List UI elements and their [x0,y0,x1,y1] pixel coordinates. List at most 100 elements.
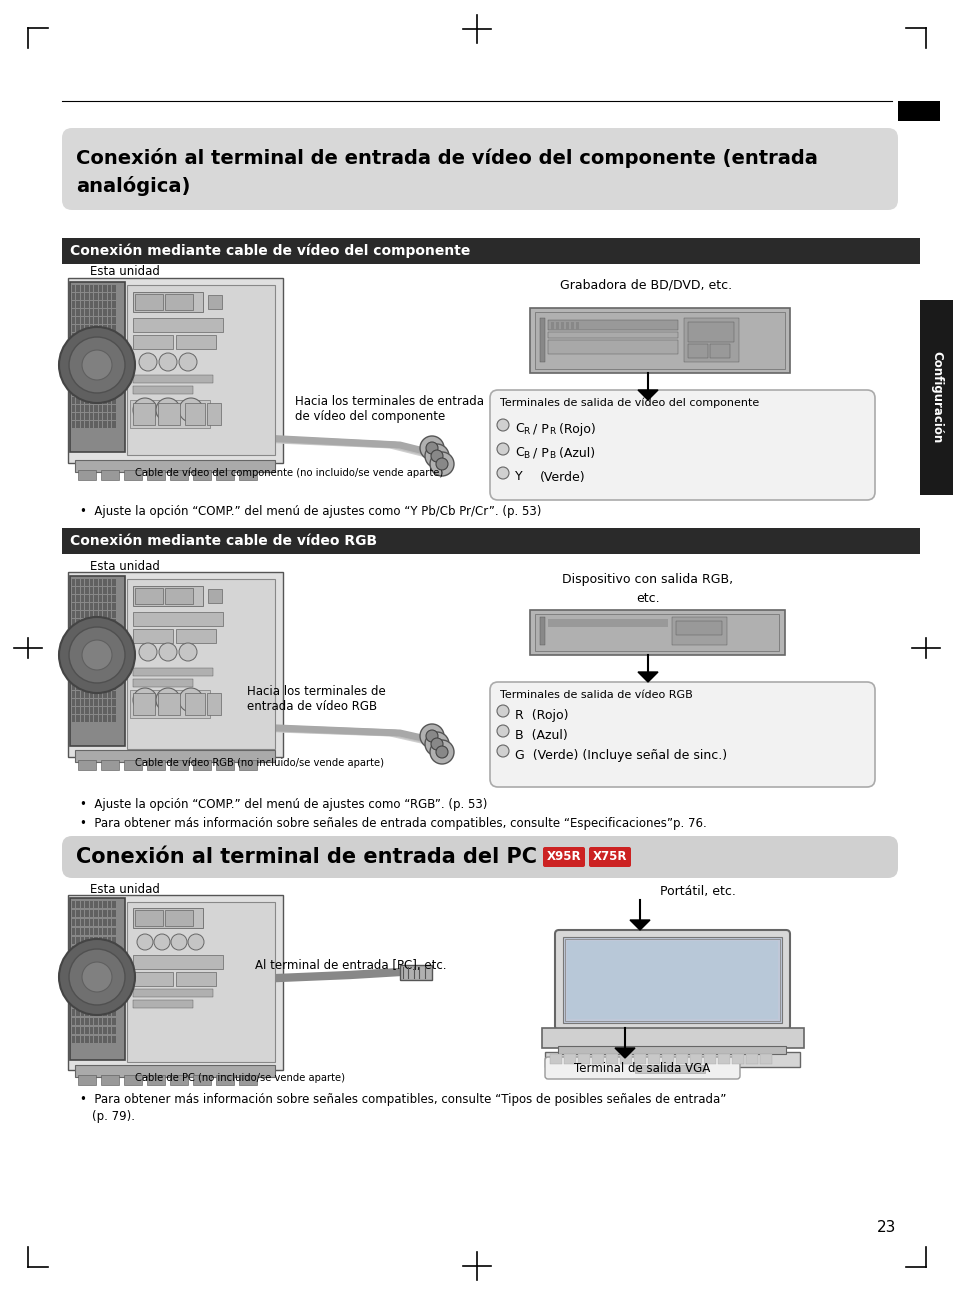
FancyBboxPatch shape [103,381,107,387]
FancyBboxPatch shape [76,991,80,998]
Text: Cable de vídeo del componente (no incluido/se vende aparte): Cable de vídeo del componente (no inclui… [135,467,443,478]
Polygon shape [629,919,649,930]
Text: Terminales de salida de vídeo RGB: Terminales de salida de vídeo RGB [499,690,692,701]
FancyBboxPatch shape [919,300,953,495]
FancyBboxPatch shape [90,357,93,364]
FancyBboxPatch shape [108,963,112,971]
FancyBboxPatch shape [71,611,75,618]
FancyBboxPatch shape [112,594,116,601]
FancyBboxPatch shape [94,398,98,404]
FancyBboxPatch shape [94,982,98,989]
FancyBboxPatch shape [588,847,630,866]
FancyBboxPatch shape [81,348,85,356]
FancyBboxPatch shape [76,611,80,618]
FancyBboxPatch shape [530,308,789,373]
FancyBboxPatch shape [103,611,107,618]
FancyBboxPatch shape [86,910,89,917]
FancyBboxPatch shape [86,675,89,681]
FancyBboxPatch shape [86,594,89,601]
Circle shape [179,398,203,422]
FancyBboxPatch shape [112,644,116,650]
FancyBboxPatch shape [731,1054,743,1064]
FancyBboxPatch shape [86,901,89,908]
FancyBboxPatch shape [112,1000,116,1008]
FancyBboxPatch shape [62,528,919,554]
FancyBboxPatch shape [689,1054,701,1064]
FancyBboxPatch shape [103,910,107,917]
FancyBboxPatch shape [71,1027,75,1033]
FancyBboxPatch shape [71,919,75,926]
FancyBboxPatch shape [108,348,112,356]
FancyBboxPatch shape [108,325,112,332]
FancyBboxPatch shape [81,398,85,404]
FancyBboxPatch shape [94,293,98,299]
FancyBboxPatch shape [108,929,112,935]
FancyBboxPatch shape [90,627,93,633]
FancyBboxPatch shape [81,1027,85,1033]
Text: •  Ajuste la opción “COMP.” del menú de ajustes como “Y Pb/Cb Pr/Cr”. (p. 53): • Ajuste la opción “COMP.” del menú de a… [80,505,540,518]
FancyBboxPatch shape [90,317,93,324]
FancyBboxPatch shape [94,682,98,689]
FancyBboxPatch shape [108,973,112,980]
FancyBboxPatch shape [94,1036,98,1042]
FancyBboxPatch shape [108,707,112,714]
FancyBboxPatch shape [539,319,544,363]
FancyBboxPatch shape [112,325,116,332]
FancyBboxPatch shape [86,699,89,706]
FancyBboxPatch shape [99,587,102,593]
Text: Conexión al terminal de entrada del PC: Conexión al terminal de entrada del PC [76,847,543,866]
FancyBboxPatch shape [103,954,107,962]
FancyBboxPatch shape [94,341,98,347]
FancyBboxPatch shape [108,982,112,989]
FancyBboxPatch shape [81,651,85,658]
FancyBboxPatch shape [81,421,85,427]
FancyBboxPatch shape [81,991,85,998]
FancyBboxPatch shape [71,627,75,633]
FancyBboxPatch shape [108,699,112,706]
FancyBboxPatch shape [76,341,80,347]
Text: Y: Y [515,470,522,483]
FancyBboxPatch shape [215,1075,233,1085]
FancyBboxPatch shape [571,322,574,330]
Circle shape [137,934,152,951]
FancyBboxPatch shape [99,381,102,387]
FancyBboxPatch shape [90,310,93,316]
FancyBboxPatch shape [81,579,85,585]
FancyBboxPatch shape [71,333,75,339]
Text: Conexión mediante cable de vídeo del componente: Conexión mediante cable de vídeo del com… [70,243,470,258]
FancyBboxPatch shape [108,715,112,721]
FancyBboxPatch shape [112,381,116,387]
Circle shape [171,934,187,951]
FancyBboxPatch shape [76,707,80,714]
FancyBboxPatch shape [86,627,89,633]
Text: Al terminal de entrada [PC], etc.: Al terminal de entrada [PC], etc. [254,960,446,973]
Circle shape [82,962,112,992]
FancyBboxPatch shape [99,644,102,650]
FancyBboxPatch shape [99,603,102,610]
FancyBboxPatch shape [81,659,85,666]
FancyBboxPatch shape [78,760,96,771]
FancyBboxPatch shape [103,675,107,681]
FancyBboxPatch shape [112,373,116,379]
FancyBboxPatch shape [99,675,102,681]
FancyBboxPatch shape [112,388,116,395]
FancyBboxPatch shape [71,348,75,356]
FancyBboxPatch shape [94,388,98,395]
FancyBboxPatch shape [103,594,107,601]
FancyBboxPatch shape [81,692,85,698]
FancyBboxPatch shape [90,991,93,998]
FancyBboxPatch shape [103,579,107,585]
FancyBboxPatch shape [94,963,98,971]
FancyBboxPatch shape [108,1027,112,1033]
FancyBboxPatch shape [86,373,89,379]
FancyBboxPatch shape [99,963,102,971]
Text: G  (Verde) (Incluye señal de sinc.): G (Verde) (Incluye señal de sinc.) [515,749,726,761]
FancyBboxPatch shape [103,919,107,926]
FancyBboxPatch shape [99,635,102,641]
FancyBboxPatch shape [71,929,75,935]
FancyBboxPatch shape [147,1075,165,1085]
FancyBboxPatch shape [99,1018,102,1026]
FancyBboxPatch shape [108,1009,112,1017]
Circle shape [430,739,454,764]
FancyBboxPatch shape [207,403,221,425]
